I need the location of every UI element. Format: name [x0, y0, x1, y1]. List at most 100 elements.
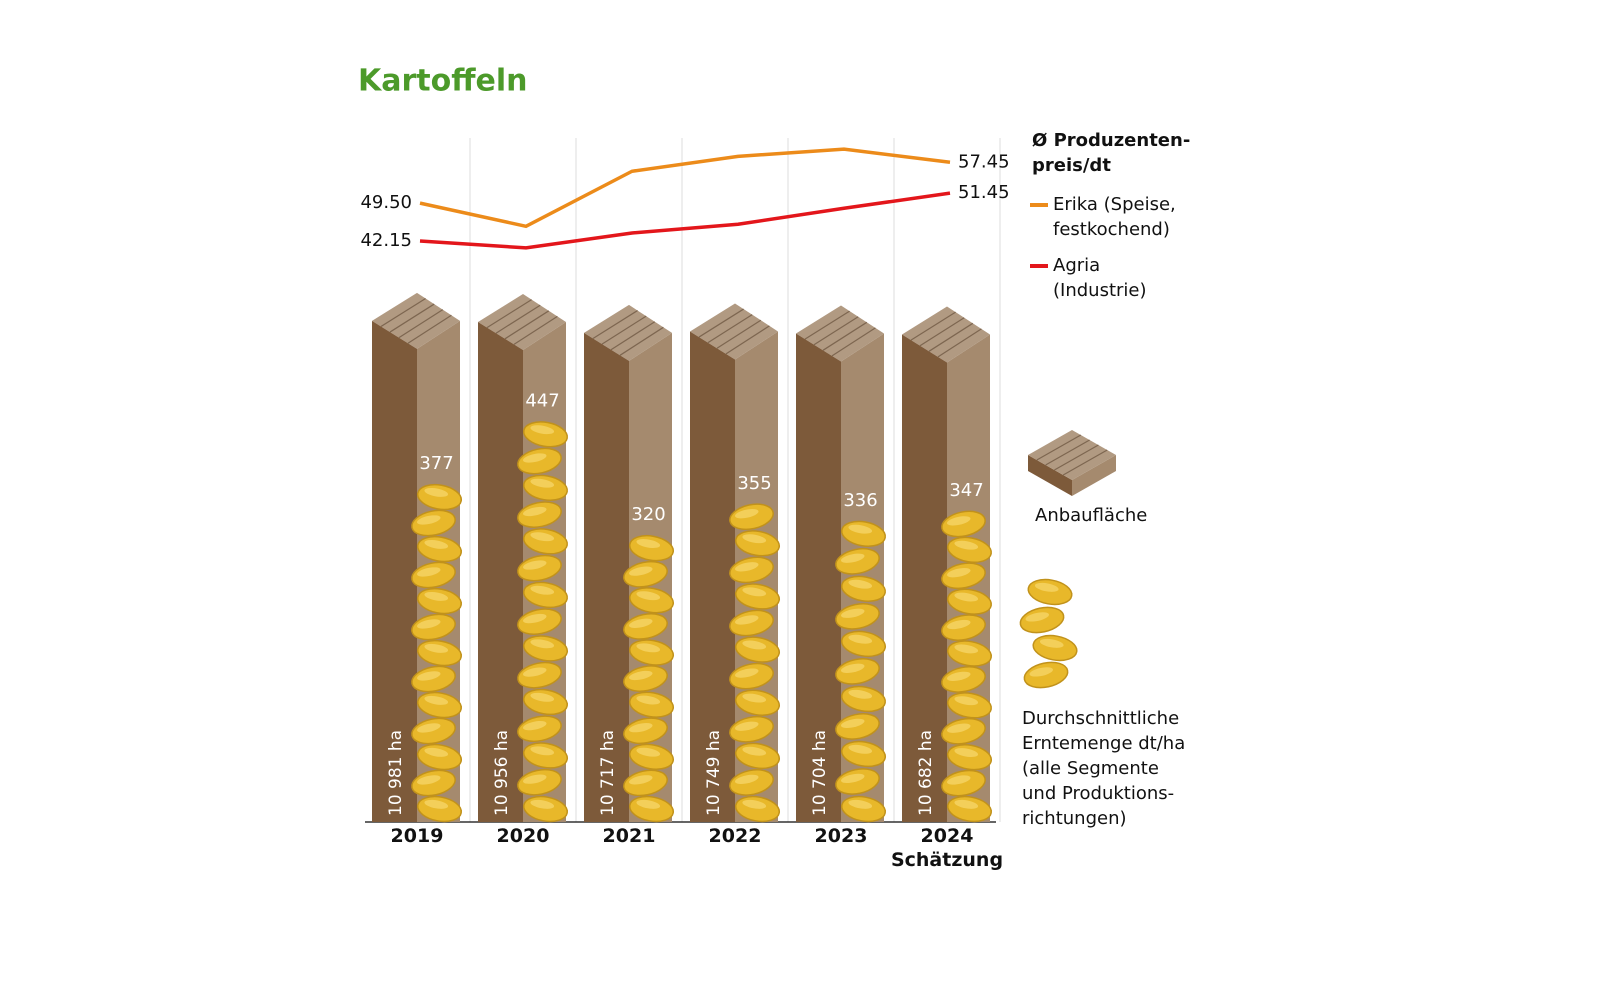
- potato-highlight: [742, 587, 767, 597]
- potato-highlight: [636, 695, 661, 705]
- pillar-stripe: [831, 327, 876, 357]
- potato: [411, 613, 456, 641]
- potato-stack: [411, 483, 463, 823]
- potato-stack: [835, 520, 887, 823]
- pillar-stripe: [716, 319, 762, 349]
- potato: [941, 717, 986, 745]
- potato: [835, 713, 880, 740]
- potato-highlight: [416, 619, 441, 629]
- pillar-stripe: [592, 310, 638, 340]
- area-label: 10 704 ha: [810, 730, 830, 816]
- potato-highlight: [734, 668, 759, 678]
- yield-label: 347: [949, 480, 983, 501]
- potato: [941, 666, 986, 693]
- potato: [411, 717, 456, 745]
- potato: [411, 665, 456, 693]
- potato: [729, 662, 774, 690]
- potato-highlight: [954, 592, 979, 602]
- area-label: 10 981 ha: [386, 730, 406, 816]
- potato-highlight: [530, 692, 555, 702]
- pillar-stripe: [937, 328, 982, 358]
- yield-label: 355: [737, 473, 771, 494]
- potato-highlight: [628, 670, 653, 681]
- icon-side: [1072, 455, 1116, 496]
- potato-highlight: [530, 639, 555, 649]
- pillar-stripe: [804, 310, 850, 340]
- potato-highlight: [424, 799, 449, 809]
- potato: [623, 665, 668, 692]
- area-label: 10 717 ha: [598, 730, 618, 816]
- potato: [729, 769, 774, 796]
- potato-highlight: [636, 643, 661, 653]
- pillar-stripe: [928, 322, 974, 352]
- potato: [835, 658, 880, 685]
- potato-highlight: [742, 640, 767, 650]
- pillar-stripe: [389, 303, 435, 333]
- potato-highlight: [734, 721, 759, 731]
- potato: [941, 769, 986, 797]
- potato: [411, 509, 456, 537]
- potato-highlight: [848, 689, 873, 699]
- potato-highlight: [734, 509, 759, 519]
- potato-highlight: [522, 506, 547, 517]
- potato-highlight: [1025, 612, 1050, 622]
- potato: [1032, 634, 1078, 662]
- area-label: 10 682 ha: [916, 730, 936, 816]
- potato-highlight: [636, 747, 661, 757]
- potato-highlight: [416, 775, 441, 785]
- pillar-stripe: [504, 310, 550, 340]
- pillar-stripe: [619, 326, 664, 356]
- potato-highlight: [1029, 667, 1054, 677]
- potato-highlight: [530, 425, 555, 435]
- x-tick-label: 2020: [496, 825, 550, 847]
- x-tick-label: 2019: [390, 825, 444, 847]
- potato-stack: [623, 534, 675, 823]
- potato-highlight: [424, 695, 449, 705]
- potato-highlight: [946, 568, 971, 578]
- potato-highlight: [530, 746, 555, 756]
- pillar-stripe: [513, 315, 558, 345]
- price-label: 42.15: [360, 230, 412, 251]
- pillar-top: [478, 294, 566, 351]
- pillar-stripe: [407, 314, 452, 344]
- potato: [411, 769, 456, 797]
- pillar-stripe: [813, 316, 859, 346]
- bar: [372, 320, 417, 822]
- potato: [517, 608, 562, 635]
- bar: [902, 334, 947, 822]
- legend-title: Ø Produzenten- preis/dt: [1032, 130, 1191, 176]
- potato-highlight: [840, 663, 865, 673]
- potato-highlight: [946, 775, 971, 785]
- potato-highlight: [424, 591, 449, 601]
- bar: [584, 332, 629, 822]
- pillar-stripe: [610, 321, 656, 351]
- potato-highlight: [628, 618, 653, 628]
- potato-highlight: [946, 723, 971, 733]
- price-line: [419, 191, 951, 250]
- potato: [729, 556, 774, 584]
- potato: [835, 603, 880, 630]
- potato: [517, 447, 562, 475]
- potato-highlight: [946, 516, 971, 526]
- potato-highlight: [954, 799, 979, 809]
- potato-highlight: [628, 566, 653, 576]
- potato-highlight: [530, 799, 555, 809]
- potato-highlight: [1034, 582, 1059, 592]
- pillar-stripe: [919, 317, 965, 347]
- potato-highlight: [848, 634, 873, 644]
- potato: [517, 661, 562, 689]
- area-label: 10 956 ha: [492, 730, 512, 816]
- potato: [623, 560, 668, 588]
- x-tick-label: 2021: [602, 825, 656, 847]
- potato: [517, 554, 562, 582]
- x-tick-label: 2023: [814, 825, 868, 847]
- potato-highlight: [848, 524, 873, 534]
- potato: [729, 715, 774, 743]
- potato-highlight: [530, 532, 555, 542]
- potato-highlight: [734, 774, 759, 784]
- yield-label: 320: [631, 504, 665, 525]
- pillar-stripe: [910, 311, 956, 341]
- potato: [623, 613, 668, 640]
- potato: [623, 769, 668, 797]
